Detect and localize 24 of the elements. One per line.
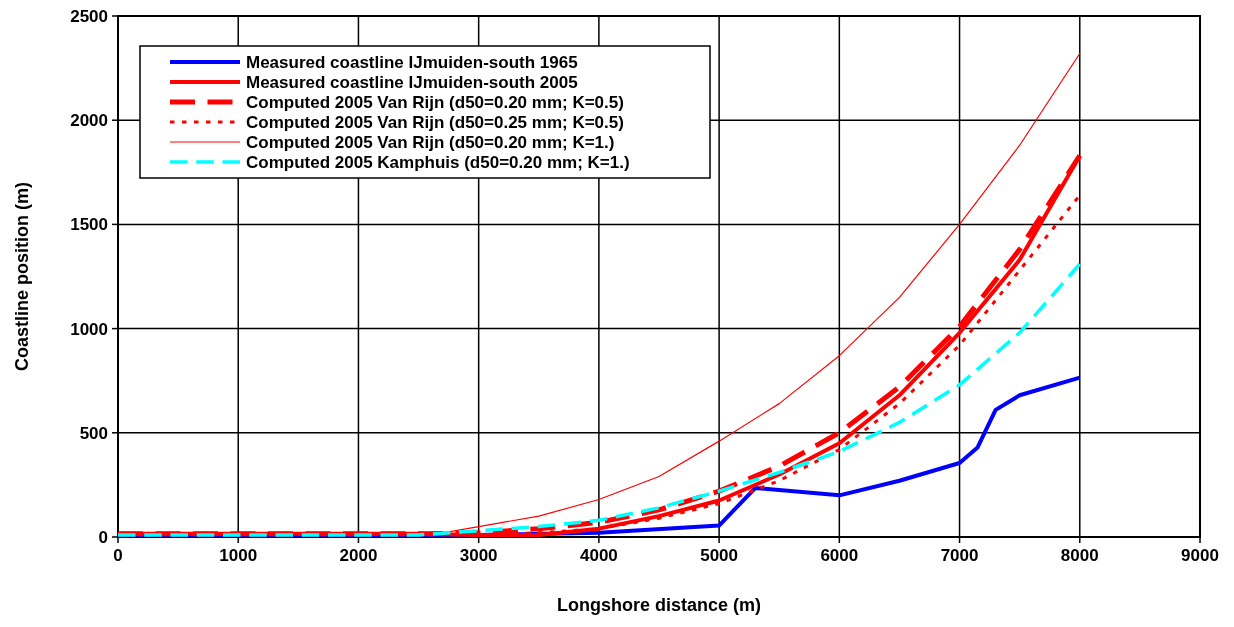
- y-tick-label: 2500: [70, 7, 108, 26]
- legend-label: Measured coastline IJmuiden-south 1965: [246, 53, 578, 72]
- x-tick-label: 1000: [219, 546, 258, 565]
- y-tick-label: 1000: [70, 319, 108, 339]
- legend-label: Measured coastline IJmuiden-south 2005: [246, 73, 578, 92]
- y-tick-label: 0: [98, 528, 108, 547]
- x-tick-label: 7000: [940, 546, 979, 565]
- legend-label: Computed 2005 Van Rijn (d50=0.20 mm; K=1.): [246, 133, 615, 152]
- x-tick-label: 8000: [1060, 546, 1099, 565]
- x-tick-label: 9000: [1181, 546, 1219, 565]
- x-tick-label: 2000: [339, 546, 378, 565]
- y-axis-title: Coastline position (m): [12, 181, 32, 371]
- x-tick-label: 6000: [820, 546, 859, 565]
- x-tick-label: 5000: [700, 546, 739, 565]
- legend-label: Computed 2005 Van Rijn (d50=0.20 mm; K=0.5): [246, 93, 624, 112]
- legend-label: Computed 2005 Van Rijn (d50=0.25 mm; K=0.5): [246, 113, 624, 132]
- y-tick-label: 500: [79, 423, 108, 443]
- y-tick-label: 2000: [70, 111, 108, 131]
- x-tick-label: 0: [113, 546, 123, 565]
- y-tick-label: 1500: [70, 215, 108, 235]
- x-axis-title: Longshore distance (m): [556, 595, 762, 615]
- x-tick-label: 4000: [579, 546, 618, 565]
- x-tick-label: 3000: [459, 546, 498, 565]
- legend-label: Computed 2005 Kamphuis (d50=0.20 mm; K=1.): [246, 153, 630, 172]
